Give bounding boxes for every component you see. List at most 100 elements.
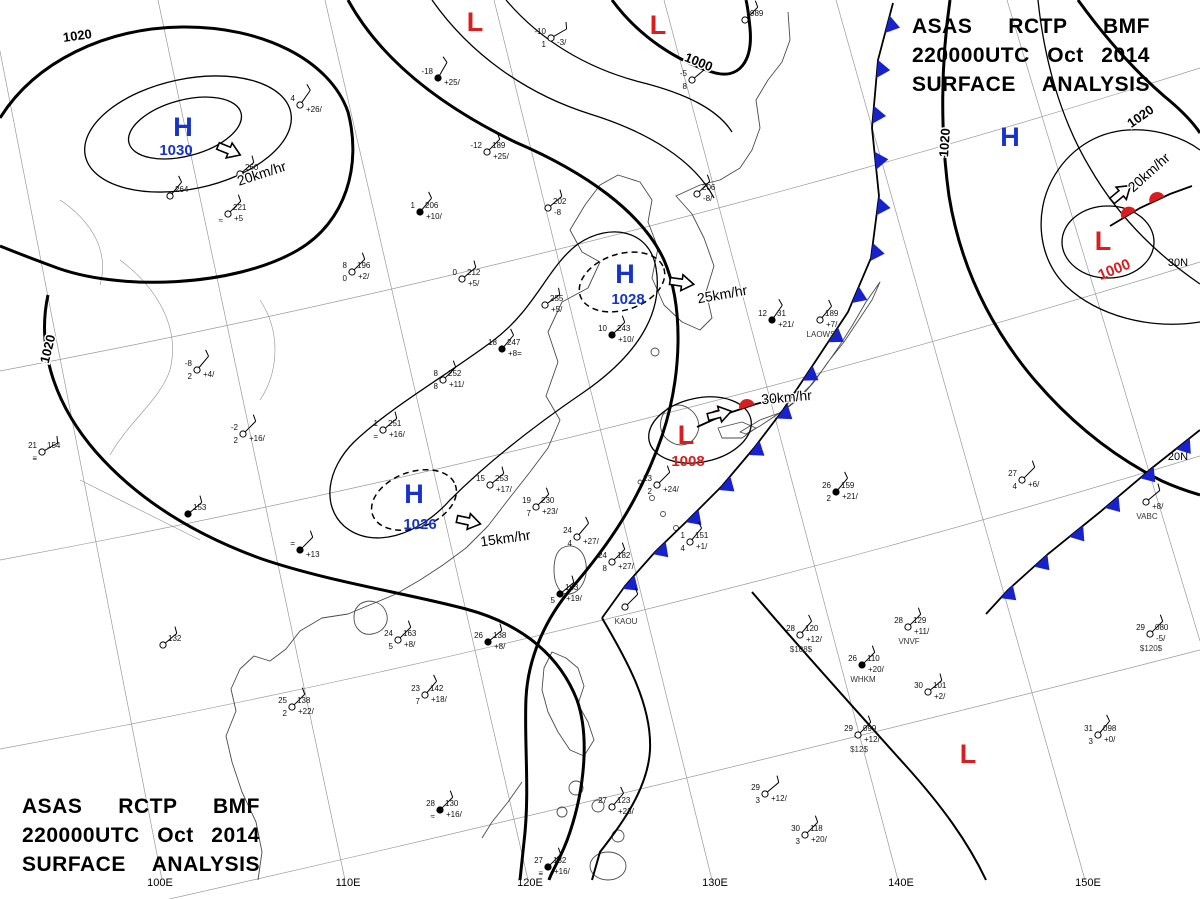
station-temperature: 8	[343, 261, 348, 270]
station-circle-icon	[1146, 630, 1154, 638]
station-pressure: 189	[492, 141, 506, 150]
station-tendency: +23/	[542, 507, 559, 516]
station-circle-icon	[653, 481, 661, 489]
station-weather-symbol: ≈	[219, 216, 224, 225]
wind-barb-icon	[806, 821, 819, 834]
station-circle-icon	[816, 316, 824, 324]
station-tendency: +20/	[811, 835, 828, 844]
station-tendency: +16/	[249, 434, 266, 443]
wind-barb-icon	[746, 6, 759, 19]
wind-barb-tick-icon	[559, 189, 563, 197]
station-tendency: +24/	[663, 485, 680, 494]
station-tendency: +5	[234, 214, 244, 223]
station-tendency: +10/	[618, 335, 635, 344]
chart-type: SURFACE ANALYSIS	[912, 73, 1150, 96]
wind-barb-icon	[698, 180, 711, 193]
wind-barb-tick-icon	[814, 815, 819, 823]
wind-barb-tick-icon	[634, 587, 639, 595]
station-pressure: 212	[467, 268, 481, 277]
station-temperature: -2	[231, 423, 239, 432]
cold-front-triangle-icon	[776, 404, 793, 420]
wind-barb-tick-icon	[473, 260, 477, 268]
wind-barb-icon	[613, 792, 624, 805]
wind-barb-icon	[613, 321, 626, 334]
station-temperature: -10	[534, 27, 546, 36]
station-circle-icon	[768, 316, 776, 324]
station-circle-icon	[439, 376, 447, 384]
wind-barb-icon	[694, 68, 707, 79]
wind-barb-icon	[909, 613, 922, 626]
station-circle-icon	[924, 688, 932, 696]
station-pressure: 132	[168, 634, 182, 643]
low-center-label: L	[1095, 226, 1112, 256]
station-plot: -58	[680, 61, 707, 91]
wind-barb-icon	[198, 355, 209, 368]
cold-front-triangle-icon	[1175, 438, 1191, 454]
station-weather-symbol: 5	[551, 596, 556, 605]
station-plot: -12 189 +25/	[470, 132, 510, 161]
cold-front-triangle-icon	[1034, 554, 1050, 571]
station-temperature: 24	[384, 629, 393, 638]
station-tendency: +6/	[1028, 480, 1040, 489]
station-plot: 28 129 +11/VNVF	[894, 607, 930, 646]
wind-barb-icon	[488, 138, 501, 151]
station-pressure: 247	[507, 338, 521, 347]
wind-barb-tick-icon	[407, 620, 412, 628]
wind-barb-icon	[613, 548, 626, 561]
station-temperature: 19	[522, 496, 531, 505]
station-pressure: 260	[245, 163, 259, 172]
wind-barb-icon	[444, 366, 457, 379]
station-circle-icon	[38, 448, 46, 456]
latitude-label: 30N	[1168, 257, 1188, 269]
wind-barb-icon	[490, 630, 503, 641]
station-weather-symbol: 3	[756, 796, 761, 805]
station-pressure: 243	[617, 324, 631, 333]
station-temperature: 8	[434, 369, 439, 378]
station-plot: 1 206 +10/	[411, 191, 443, 221]
station-plot: 25 138 +22/2	[278, 687, 315, 718]
station-circle-icon	[544, 863, 552, 871]
station-temperature: 23	[643, 474, 652, 483]
station-temperature: 26	[474, 631, 483, 640]
station-circle-icon	[434, 74, 442, 82]
station-tendency: +5/	[468, 279, 480, 288]
station-temperature: 27	[1008, 469, 1017, 478]
station-tendency: +21/	[778, 320, 795, 329]
wind-barb-tick-icon	[706, 174, 711, 182]
wind-barb-icon	[549, 853, 562, 866]
isobars	[0, 0, 1200, 881]
wind-barb-tick-icon	[428, 191, 433, 199]
station-pressure: 163	[403, 629, 417, 638]
wind-barb-tick-icon	[565, 21, 568, 30]
station-circle-icon	[483, 148, 491, 156]
station-plot: -10 -3/1	[534, 21, 568, 49]
station-tendency: +26/	[306, 105, 323, 114]
wind-barb-icon	[464, 267, 477, 278]
station-circle-icon	[458, 275, 466, 283]
movement-arrow-icon	[1108, 184, 1132, 205]
chart-type: SURFACE ANALYSIS	[22, 853, 260, 876]
wind-barb-tick-icon	[452, 360, 457, 368]
station-id: $12$	[850, 745, 868, 754]
wind-barb-icon	[1148, 490, 1161, 501]
station-pressure: 252	[448, 369, 462, 378]
station-plot: 24 182 +27/8	[598, 542, 635, 573]
station-plot: 28 120 +12/$108$	[786, 614, 823, 654]
chart-datetime: 220000UTC Oct 2014	[912, 44, 1150, 67]
station-weather-symbol: 7	[527, 509, 532, 518]
movement-arrow-icon	[455, 512, 482, 531]
station-pressure: 264	[175, 185, 189, 194]
wind-barb-tick-icon	[301, 687, 306, 695]
station-tendency: +11/	[449, 380, 465, 389]
station-pressure: 255	[550, 294, 564, 303]
station-tendency: +8/	[494, 642, 506, 651]
station-circle-icon	[296, 101, 304, 109]
wind-barb-icon	[385, 418, 398, 429]
station-weather-symbol: 8	[683, 82, 688, 91]
wind-barb-icon	[859, 721, 872, 734]
station-weather-symbol: 1	[542, 40, 547, 49]
station-plot: 264	[166, 175, 189, 200]
station-circle-icon	[532, 503, 540, 511]
station-plot: 153	[184, 495, 207, 518]
